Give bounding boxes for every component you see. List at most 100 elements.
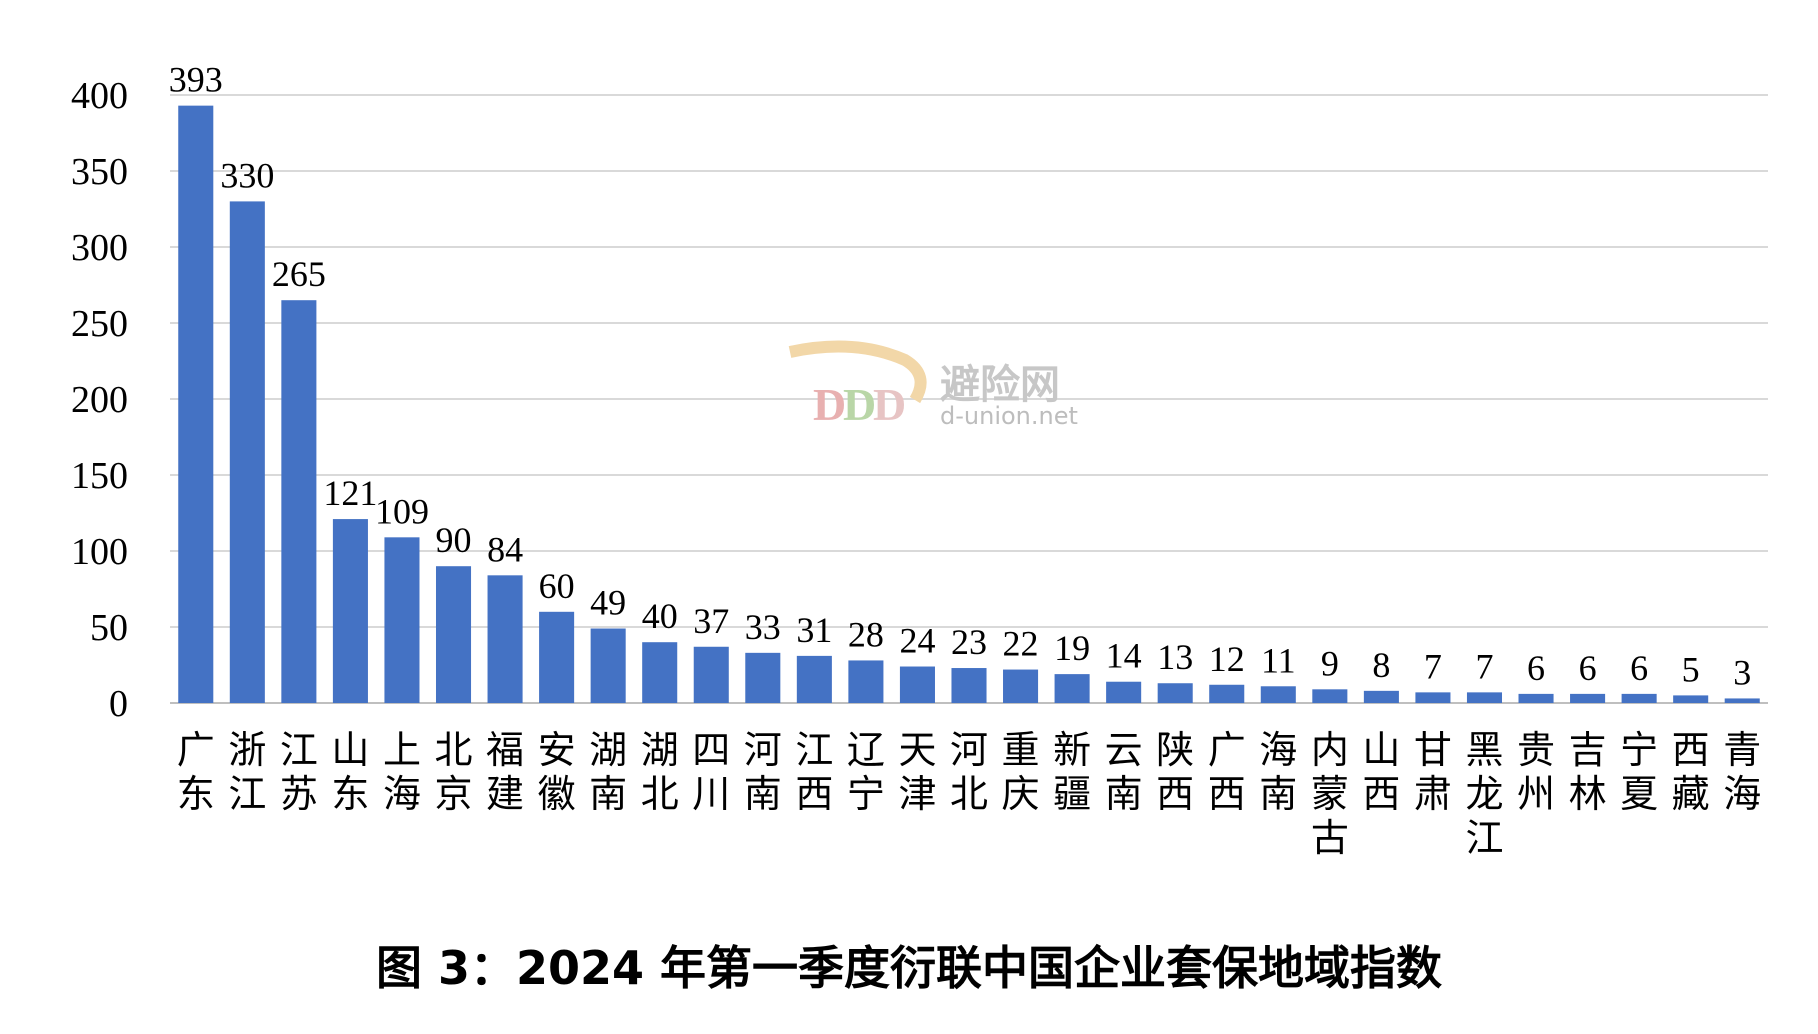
- data-label: 60: [539, 566, 575, 606]
- data-label: 11: [1261, 640, 1296, 680]
- x-category-label: 安徽: [538, 730, 576, 816]
- bar: [1518, 693, 1554, 703]
- bar: [281, 300, 317, 703]
- bar: [178, 105, 214, 703]
- bar: [487, 575, 523, 703]
- bar: [229, 201, 265, 703]
- bar: [539, 611, 575, 703]
- x-category-label: 海南: [1259, 730, 1297, 816]
- data-label: 9: [1321, 643, 1339, 683]
- data-label: 33: [745, 607, 781, 647]
- bar: [1466, 692, 1503, 703]
- bar: [1570, 693, 1606, 703]
- x-category-label: 福建: [486, 730, 524, 816]
- x-category-label: 浙江: [228, 730, 266, 816]
- data-label: 23: [951, 622, 987, 662]
- data-label: 393: [169, 60, 223, 100]
- data-label: 3: [1733, 652, 1751, 692]
- bar: [899, 666, 935, 703]
- bar: [435, 566, 472, 703]
- y-tick-label: 150: [71, 455, 128, 497]
- bar: [951, 668, 987, 703]
- data-label: 7: [1424, 646, 1442, 686]
- x-category-label: 西藏: [1672, 730, 1710, 816]
- data-label: 109: [375, 491, 429, 531]
- x-category-label: 辽宁: [847, 730, 885, 816]
- x-category-label: 山东: [331, 730, 369, 816]
- bar: [590, 628, 626, 703]
- svg-text:D: D: [873, 379, 906, 430]
- data-label: 28: [848, 614, 884, 654]
- x-category-label: 河南: [744, 730, 782, 816]
- x-category-label: 广东: [177, 730, 215, 816]
- data-label: 7: [1475, 646, 1493, 686]
- y-tick-label: 200: [71, 379, 128, 421]
- data-label: 24: [899, 621, 935, 661]
- data-label: 5: [1682, 649, 1700, 689]
- x-category-label: 江苏: [280, 730, 318, 816]
- data-label: 19: [1054, 628, 1090, 668]
- bar: [642, 642, 678, 703]
- y-tick-label: 250: [71, 303, 128, 345]
- data-label: 49: [590, 583, 626, 623]
- x-category-label: 吉林: [1569, 730, 1607, 816]
- watermark-text-en: d-union.net: [940, 402, 1078, 430]
- bar: [1621, 693, 1657, 703]
- x-category-label: 宁夏: [1620, 730, 1658, 816]
- bar: [796, 655, 832, 703]
- x-category-label: 四川: [692, 730, 730, 816]
- x-category-label: 天津: [898, 730, 936, 816]
- figure-caption: 图 3：2024 年第一季度衍联中国企业套保地域指数: [375, 941, 1443, 995]
- x-category-label: 甘肃: [1414, 730, 1452, 816]
- data-label: 14: [1106, 636, 1142, 676]
- x-category-label: 湖北: [641, 730, 679, 816]
- y-axis-tick-labels: 0 50 100 150 200 250 300 350 400: [71, 75, 128, 725]
- data-label: 13: [1157, 637, 1193, 677]
- data-label: 265: [272, 254, 326, 294]
- data-label: 84: [487, 529, 523, 569]
- x-category-label: 江西: [795, 730, 833, 816]
- y-tick-label: 50: [90, 607, 128, 649]
- bar: [1054, 674, 1090, 703]
- y-tick-label: 300: [71, 227, 128, 269]
- bar: [1724, 698, 1760, 703]
- data-label: 22: [1003, 624, 1039, 664]
- bar: [1260, 686, 1296, 703]
- x-category-label: 山西: [1362, 730, 1400, 816]
- data-label: 90: [436, 520, 472, 560]
- x-category-label: 陕西: [1156, 730, 1194, 816]
- bar: [1363, 690, 1399, 703]
- bar: [1312, 689, 1348, 703]
- y-tick-label: 400: [71, 75, 128, 117]
- bar: [1106, 681, 1142, 703]
- bar: [693, 646, 729, 703]
- data-label: 6: [1630, 648, 1648, 688]
- bar: [1673, 695, 1709, 703]
- data-label: 37: [693, 601, 729, 641]
- x-axis-category-labels: 广东浙江江苏山东上海北京福建安徽湖南湖北四川河南江西辽宁天津河北重庆新疆云南陕西…: [177, 730, 1761, 860]
- data-label: 12: [1209, 639, 1245, 679]
- x-category-label: 云南: [1105, 730, 1143, 816]
- bar: [1003, 669, 1039, 703]
- y-tick-label: 350: [71, 151, 128, 193]
- x-category-label: 贵州: [1517, 730, 1555, 816]
- svg-text:D: D: [843, 379, 876, 430]
- data-label: 6: [1527, 648, 1545, 688]
- data-label: 6: [1579, 648, 1597, 688]
- bars: [178, 105, 1760, 703]
- x-category-label: 河北: [950, 730, 988, 816]
- x-category-label: 北京: [435, 730, 473, 816]
- y-tick-label: 0: [109, 683, 128, 725]
- svg-text:D: D: [813, 379, 846, 430]
- data-label: 330: [220, 155, 274, 195]
- data-label: 31: [796, 610, 832, 650]
- bar: [1209, 684, 1245, 703]
- x-category-label: 重庆: [1002, 730, 1040, 816]
- data-label: 121: [323, 473, 377, 513]
- bar: [848, 660, 884, 703]
- data-label: 40: [642, 596, 678, 636]
- bar: [1157, 683, 1193, 703]
- x-category-label: 内蒙古: [1311, 730, 1349, 860]
- bar: [745, 652, 781, 703]
